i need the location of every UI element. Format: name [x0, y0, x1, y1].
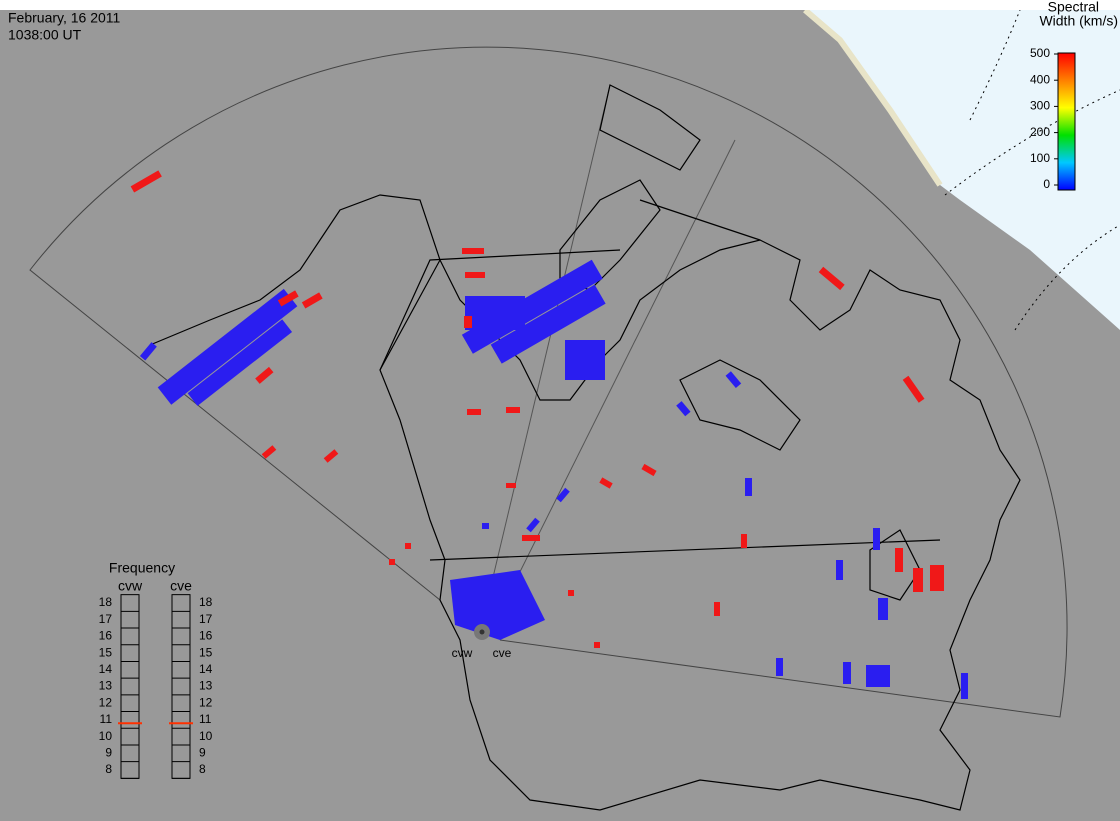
frequency-tick-label: 11 [100, 712, 113, 726]
cell [565, 340, 605, 380]
field-of-view [29, 46, 1068, 718]
cell [465, 296, 525, 330]
frequency-tick-label: 8 [199, 762, 206, 776]
radar-name: cvw [118, 578, 143, 594]
colorbar-title: Width (km/s) [1039, 13, 1118, 29]
frequency-tick-label: 15 [199, 645, 213, 659]
colorbar-tick-label: 500 [1030, 46, 1050, 60]
frequency-tick-label: 14 [199, 662, 213, 676]
frequency-title: Frequency [109, 560, 175, 576]
frequency-tick-label: 18 [99, 595, 113, 609]
colorbar-tick-label: 100 [1030, 151, 1050, 165]
latitude-circles [944, 9, 1120, 331]
frequency-tick-label: 14 [99, 662, 113, 676]
frequency-tick-label: 16 [199, 629, 213, 643]
frequency-tick-label: 12 [99, 695, 113, 709]
colorbar-tick-label: 400 [1030, 72, 1050, 86]
frequency-tick-label: 18 [199, 595, 213, 609]
frequency-tick-label: 8 [105, 762, 112, 776]
colorbar-tick-label: 0 [1043, 177, 1050, 191]
frequency-tick-label: 15 [99, 645, 113, 659]
frequency-tick-label: 13 [199, 679, 213, 693]
colorbar [1057, 52, 1076, 191]
frequency-tick-label: 16 [99, 629, 113, 643]
date: February, 16 2011 [8, 10, 121, 26]
site-label: cvw [452, 646, 473, 660]
backscatter [130, 170, 968, 699]
top-strip [0, 0, 1120, 10]
site-label: cve [493, 646, 512, 660]
beam-boundary [479, 84, 611, 633]
frequency-tick-label: 17 [99, 612, 113, 626]
polar-daylight [805, 10, 1120, 330]
frequency-tick-label: 10 [199, 729, 213, 743]
beam-boundary [489, 139, 736, 633]
frequency-tick-label: 10 [99, 729, 113, 743]
radar-site [479, 629, 485, 635]
colorbar-tick-label: 300 [1030, 99, 1050, 113]
colorbar-tick-label: 200 [1030, 125, 1050, 139]
frequency-tick-label: 9 [105, 745, 112, 759]
frequency-tick-label: 12 [199, 695, 213, 709]
frequency-tick-label: 13 [99, 679, 113, 693]
radar-name: cve [170, 578, 192, 594]
coast-polar [803, 7, 943, 187]
time: 1038:00 UT [8, 27, 82, 43]
colorbar-title: Spectral [1048, 0, 1099, 15]
cell [450, 570, 545, 640]
frequency-tick-label: 17 [199, 612, 213, 626]
frequency-tick-label: 9 [199, 745, 206, 759]
frequency-tick-label: 11 [199, 712, 212, 726]
